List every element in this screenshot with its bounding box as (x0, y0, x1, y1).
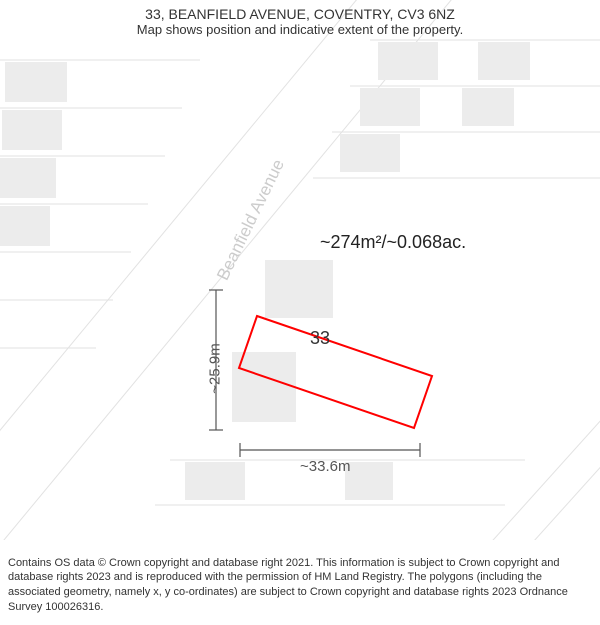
dimension-height-label: ~25.9m (207, 343, 224, 393)
dimension-width-label: ~33.6m (300, 458, 350, 475)
footer-copyright: Contains OS data © Crown copyright and d… (0, 552, 600, 625)
plot-number-label: 33 (310, 328, 330, 349)
page-subtitle: Map shows position and indicative extent… (10, 22, 590, 37)
header: 33, BEANFIELD AVENUE, COVENTRY, CV3 6NZ … (0, 0, 600, 39)
area-label: ~274m²/~0.068ac. (320, 232, 466, 253)
map-canvas: ~274m²/~0.068ac. 33 ~33.6m ~25.9m Beanfi… (0, 0, 600, 540)
page-title: 33, BEANFIELD AVENUE, COVENTRY, CV3 6NZ (10, 6, 590, 22)
